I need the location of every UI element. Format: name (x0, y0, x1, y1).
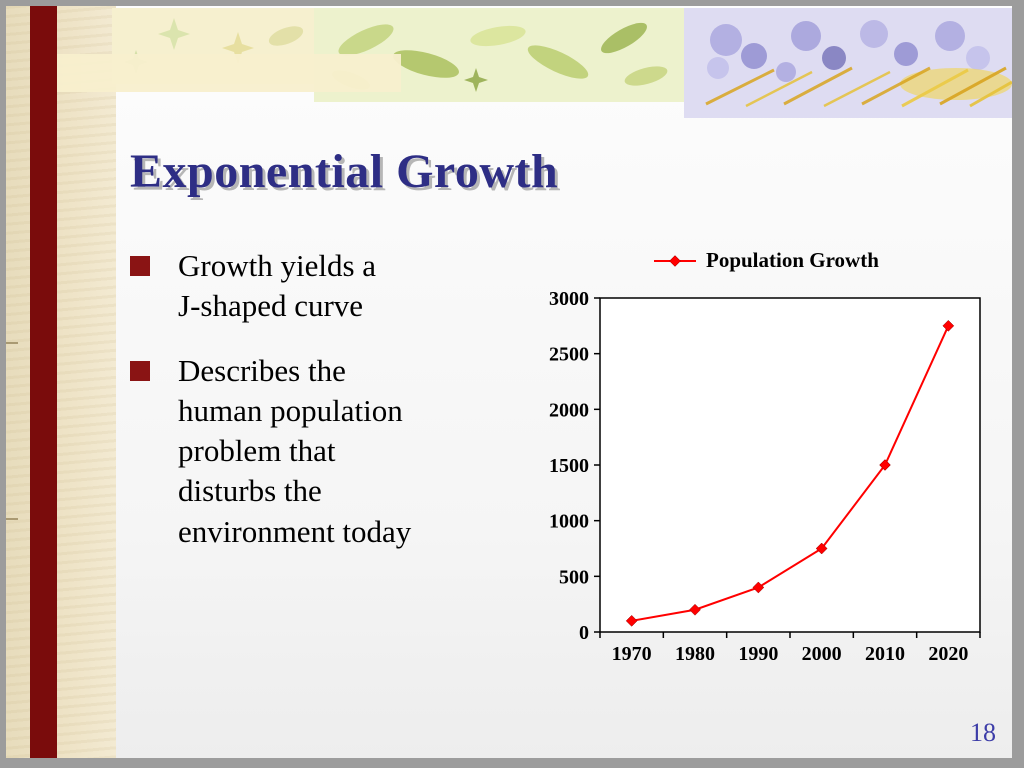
left-parchment-strip (6, 6, 116, 758)
legend-line-marker-icon (654, 254, 696, 267)
svg-text:0: 0 (579, 622, 589, 644)
svg-text:1980: 1980 (675, 643, 715, 665)
bullet-item: Growth yields a J-shaped curve (130, 246, 530, 327)
bullet-text: Describes the human population problem tha… (178, 351, 411, 552)
parchment-texture-mark (6, 518, 18, 520)
svg-text:1500: 1500 (549, 455, 589, 477)
svg-text:2020: 2020 (928, 643, 968, 665)
bullet-square-icon (130, 256, 150, 276)
parchment-texture-mark (6, 342, 18, 344)
banner-collage (35, 8, 1012, 118)
bullet-text: Growth yields a J-shaped curve (178, 246, 376, 327)
bullet-line: disturbs the (178, 473, 322, 509)
svg-text:1000: 1000 (549, 511, 589, 533)
bullet-line: Describes the (178, 352, 346, 388)
maroon-accent-bar (30, 6, 57, 758)
population-growth-chart: Population Growth 0 500 1000 1500 2000 2500 30… (522, 246, 1002, 686)
page-number: 18 (970, 718, 996, 747)
chart-legend: Population Growth (652, 248, 879, 273)
svg-text:2000: 2000 (549, 399, 589, 421)
svg-text:2010: 2010 (865, 643, 905, 665)
bullet-line: human population (178, 392, 403, 428)
bullet-line: J-shaped curve (178, 288, 364, 324)
line-chart-plot: 0 500 1000 1500 2000 2500 3000 1970 1980 1990 2000… (549, 290, 981, 665)
svg-text:2500: 2500 (549, 344, 589, 366)
svg-text:3000: 3000 (549, 290, 589, 310)
svg-text:2000: 2000 (802, 643, 842, 665)
bullet-line: environment today (178, 513, 412, 549)
svg-text:1990: 1990 (738, 643, 778, 665)
slide-title: Exponential Growth (130, 145, 559, 198)
bullet-line: Growth yields a (178, 248, 377, 283)
legend-label: Population Growth (706, 248, 879, 272)
svg-text:500: 500 (559, 566, 589, 588)
bullet-list: Growth yields a J-shaped curve Describes … (130, 246, 530, 576)
svg-text:1970: 1970 (612, 643, 652, 665)
bullet-item: Describes the human population problem tha… (130, 351, 530, 552)
bullet-square-icon (130, 360, 150, 381)
bullet-line: problem that (178, 433, 336, 469)
slide: Exponential Growth Growth yields a J-shap… (6, 6, 1012, 758)
